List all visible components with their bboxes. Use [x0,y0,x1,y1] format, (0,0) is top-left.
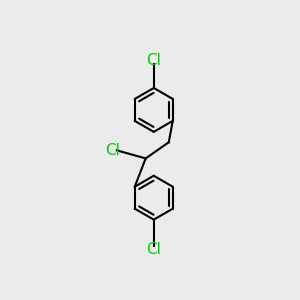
Text: Cl: Cl [146,242,161,257]
Text: Cl: Cl [105,143,120,158]
Text: Cl: Cl [146,53,161,68]
